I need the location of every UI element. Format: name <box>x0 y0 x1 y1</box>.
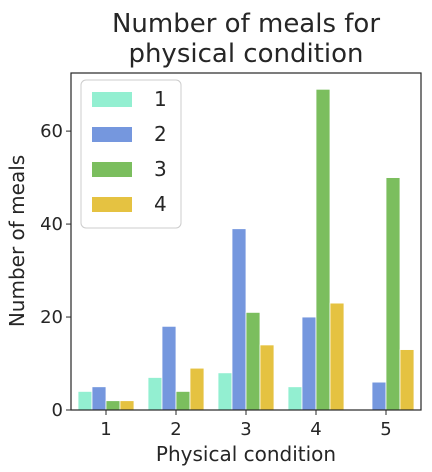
bar-series-3-cat-1 <box>105 400 121 411</box>
legend-label-1: 1 <box>154 87 167 111</box>
chart-title-line-1: Number of meals for <box>112 9 380 39</box>
bar-series-2-cat-5 <box>371 381 387 411</box>
y-ticks: 0 20 40 60 <box>40 121 71 421</box>
x-tick-label: 2 <box>170 419 181 440</box>
y-axis-label: Number of meals <box>5 155 29 327</box>
bar-series-4-cat-2 <box>189 367 205 411</box>
legend-label-3: 3 <box>154 157 167 181</box>
legend: 1 2 3 4 <box>80 79 182 229</box>
x-tick-label: 1 <box>100 419 111 440</box>
bar-series-4-cat-5 <box>399 349 415 411</box>
bar-series-4-cat-4 <box>329 302 345 411</box>
legend-frame <box>80 79 182 229</box>
bar-series-3-cat-5 <box>385 177 401 411</box>
x-tick-label: 4 <box>310 419 321 440</box>
bar-series-1-cat-2 <box>147 377 163 411</box>
bars-group <box>77 88 415 411</box>
bar-series-2-cat-3 <box>231 228 247 411</box>
bar-series-1-cat-1 <box>77 391 93 411</box>
x-ticks: 1 2 3 4 5 <box>100 410 392 440</box>
chart-title-line-2: physical condition <box>128 39 363 69</box>
y-tick-label: 40 <box>40 214 63 235</box>
bar-series-4-cat-3 <box>259 344 275 411</box>
x-tick-label: 3 <box>240 419 251 440</box>
bar-series-1-cat-4 <box>287 386 303 411</box>
bar-series-3-cat-3 <box>245 311 261 411</box>
bar-series-3-cat-2 <box>175 391 191 411</box>
y-tick-label: 20 <box>40 307 63 328</box>
bar-series-1-cat-3 <box>217 372 233 411</box>
legend-swatch-4 <box>92 197 132 212</box>
bar-series-2-cat-4 <box>301 316 317 411</box>
bar-series-2-cat-1 <box>91 386 107 411</box>
bar-series-2-cat-2 <box>161 325 177 411</box>
y-tick-label: 60 <box>40 121 63 142</box>
legend-swatch-2 <box>92 127 132 142</box>
legend-label-4: 4 <box>154 192 167 216</box>
bar-series-3-cat-4 <box>315 88 331 411</box>
y-tick-label: 0 <box>52 400 63 421</box>
legend-label-2: 2 <box>154 122 167 146</box>
x-axis-label: Physical condition <box>156 442 336 466</box>
x-tick-label: 5 <box>380 419 391 440</box>
legend-swatch-1 <box>92 92 132 107</box>
legend-swatch-3 <box>92 162 132 177</box>
bar-series-4-cat-1 <box>119 400 135 411</box>
